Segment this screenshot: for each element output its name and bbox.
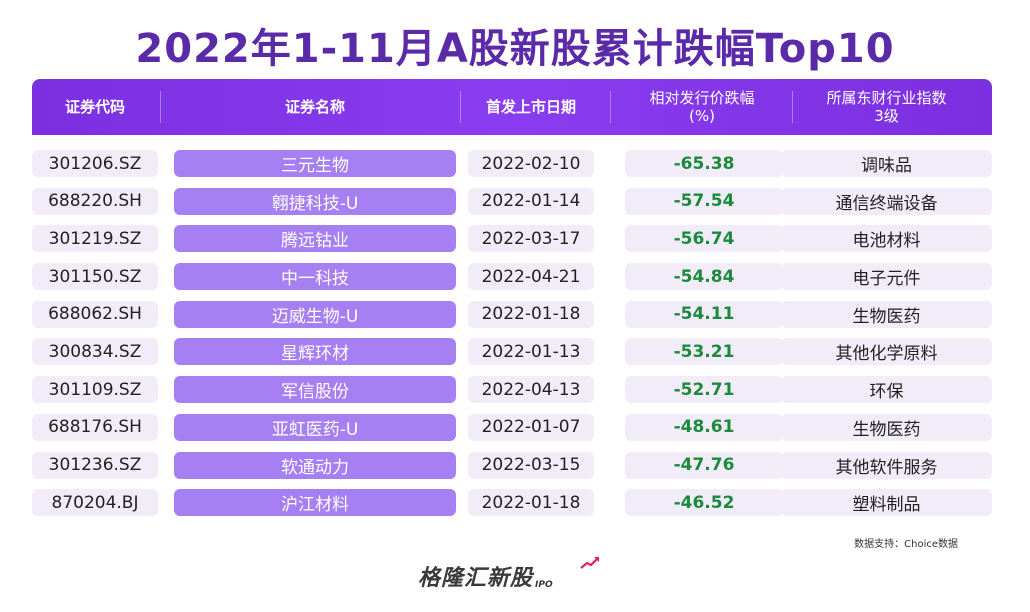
table-row: 688220.SH 翱捷科技-U 2022-01-14 -57.54 通信终端设…	[32, 186, 992, 224]
cell-pct: -57.54	[625, 187, 783, 215]
table-row: 301206.SZ 三元生物 2022-02-10 -65.38 调味品	[32, 148, 992, 186]
source-note: 数据支持：Choice数据	[854, 539, 958, 550]
cell-name: 沪江材料	[174, 489, 456, 517]
brand-logo: 格隆汇新股 IPO	[418, 557, 599, 592]
cell-date: 2022-01-07	[468, 413, 594, 441]
cell-name: 星辉环材	[174, 338, 456, 366]
table-row: 301109.SZ 军信股份 2022-04-13 -52.71 环保	[32, 374, 992, 412]
cell-name: 中一科技	[174, 263, 456, 291]
cell-pct: -54.11	[625, 300, 783, 328]
table-row: 688062.SH 迈威生物-U 2022-01-18 -54.11 生物医药	[32, 299, 992, 337]
table-row: 300834.SZ 星辉环材 2022-01-13 -53.21 其他化学原料	[32, 336, 992, 374]
header-name: 证券名称	[174, 79, 456, 135]
cell-pct: -46.52	[625, 489, 783, 517]
cell-industry: 塑料制品	[781, 489, 992, 517]
header-industry-label-2: 3级	[874, 107, 899, 125]
cell-code: 301109.SZ	[32, 376, 158, 404]
table-row: 870204.BJ 沪江材料 2022-01-18 -46.52 塑料制品	[32, 487, 992, 525]
header-name-label: 证券名称	[284, 98, 345, 116]
cell-industry: 生物医药	[781, 413, 992, 441]
cell-industry: 通信终端设备	[781, 187, 992, 215]
cell-code: 301219.SZ	[32, 225, 158, 253]
header-industry: 所属东财行业指数 3级	[781, 79, 992, 135]
header-divider	[160, 91, 161, 123]
cell-code: 688176.SH	[32, 413, 158, 441]
cell-pct: -47.76	[625, 451, 783, 479]
cell-code: 870204.BJ	[32, 489, 158, 517]
header-code: 证券代码	[32, 79, 158, 135]
cell-industry: 电子元件	[781, 263, 992, 291]
cell-pct: -65.38	[625, 150, 783, 177]
cell-date: 2022-03-15	[468, 451, 594, 479]
table-row: 301236.SZ 软通动力 2022-03-15 -47.76 其他软件服务	[32, 450, 992, 488]
logo-sub: IPO	[535, 580, 553, 590]
page-title: 2022年1-11月A股新股累计跌幅Top10	[135, 26, 895, 72]
cell-code: 301206.SZ	[32, 150, 158, 177]
table-header: 证券代码 证券名称 首发上市日期 相对发行价跌幅 (%) 所属东财行业指数 3级	[32, 79, 992, 135]
header-date-label: 首发上市日期	[485, 98, 576, 116]
cell-date: 2022-04-21	[468, 263, 594, 291]
table-row: 301150.SZ 中一科技 2022-04-21 -54.84 电子元件	[32, 261, 992, 299]
cell-date: 2022-03-17	[468, 225, 594, 253]
cell-name: 迈威生物-U	[174, 300, 456, 328]
cell-name: 软通动力	[174, 451, 456, 479]
cell-pct: -54.84	[625, 263, 783, 291]
table-body: 301206.SZ 三元生物 2022-02-10 -65.38 调味品 688…	[32, 148, 992, 525]
cell-name: 三元生物	[174, 150, 456, 177]
cell-code: 301236.SZ	[32, 451, 158, 479]
header-pct-label-2: (%)	[689, 107, 715, 125]
table-row: 688176.SH 亚虹医药-U 2022-01-07 -48.61 生物医药	[32, 412, 992, 450]
cell-name: 军信股份	[174, 376, 456, 404]
cell-date: 2022-01-18	[468, 489, 594, 517]
trend-arrow-icon	[580, 557, 599, 569]
cell-industry: 其他软件服务	[781, 451, 992, 479]
cell-date: 2022-01-13	[468, 338, 594, 366]
header-divider	[792, 91, 793, 123]
cell-pct: -52.71	[625, 376, 783, 404]
cell-industry: 环保	[781, 376, 992, 404]
header-divider	[460, 91, 461, 123]
cell-code: 300834.SZ	[32, 338, 158, 366]
cell-industry: 生物医药	[781, 300, 992, 328]
cell-date: 2022-04-13	[468, 376, 594, 404]
cell-name: 翱捷科技-U	[174, 187, 456, 215]
header-date: 首发上市日期	[468, 79, 594, 135]
cell-industry: 其他化学原料	[781, 338, 992, 366]
header-industry-label-1: 所属东财行业指数	[826, 89, 947, 107]
cell-date: 2022-01-14	[468, 187, 594, 215]
cell-industry: 调味品	[781, 150, 992, 177]
cell-pct: -48.61	[625, 413, 783, 441]
cell-code: 301150.SZ	[32, 263, 158, 291]
cell-date: 2022-02-10	[468, 150, 594, 177]
cell-pct: -56.74	[625, 225, 783, 253]
header-pct: 相对发行价跌幅 (%)	[612, 79, 792, 135]
cell-pct: -53.21	[625, 338, 783, 366]
logo-text: 格隆汇新股	[418, 566, 534, 591]
cell-name: 亚虹医药-U	[174, 413, 456, 441]
cell-code: 688220.SH	[32, 187, 158, 215]
header-divider	[610, 91, 611, 123]
cell-date: 2022-01-18	[468, 300, 594, 328]
cell-industry: 电池材料	[781, 225, 992, 253]
cell-name: 腾远钴业	[174, 225, 456, 253]
cell-code: 688062.SH	[32, 300, 158, 328]
table-row: 301219.SZ 腾远钴业 2022-03-17 -56.74 电池材料	[32, 223, 992, 261]
header-code-label: 证券代码	[64, 98, 125, 116]
header-pct-label-1: 相对发行价跌幅	[649, 89, 755, 107]
